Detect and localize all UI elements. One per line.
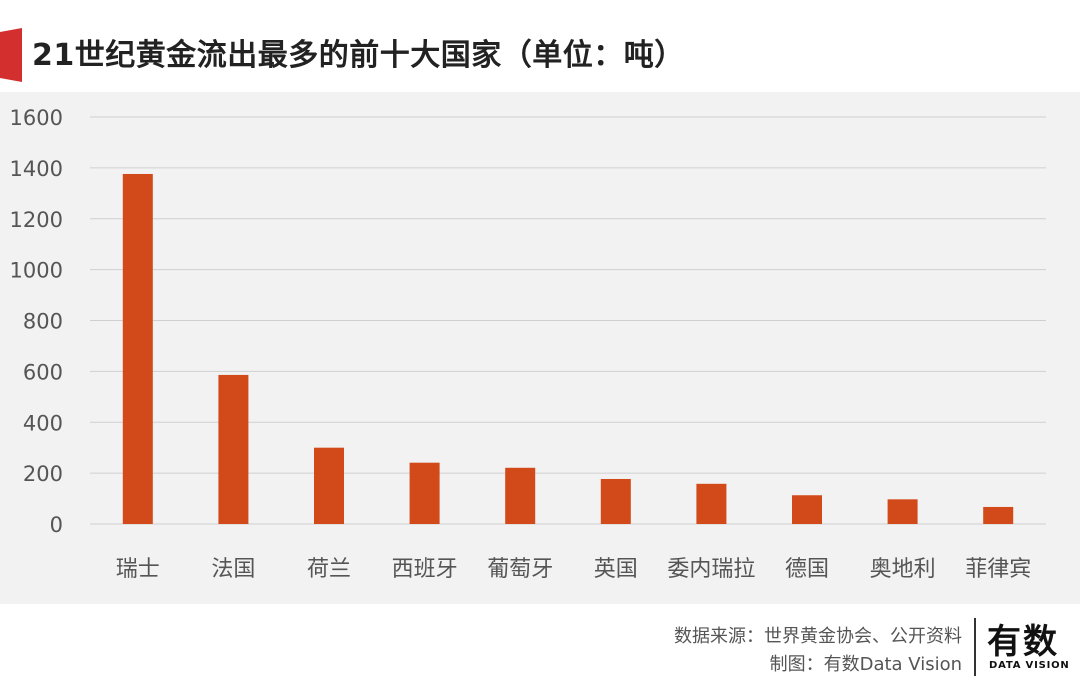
bar bbox=[505, 467, 536, 524]
logo-divider bbox=[974, 618, 976, 676]
x-tick-label: 委内瑞拉 bbox=[667, 557, 755, 582]
bar bbox=[409, 462, 440, 524]
chart-credit: 制图：有数Data Vision bbox=[769, 654, 962, 675]
y-tick-label: 1000 bbox=[10, 259, 63, 283]
bar bbox=[696, 483, 727, 524]
x-tick-label: 英国 bbox=[594, 557, 638, 582]
bar bbox=[983, 506, 1014, 524]
bar bbox=[792, 495, 822, 524]
logo-subtext: DATA VISION bbox=[989, 660, 1070, 671]
data-source: 数据来源：世界黄金协会、公开资料 bbox=[674, 626, 962, 647]
bar-chart: 0 200 400 600 800 1000 1200 1400 1600 瑞士 法国 荷兰 西班牙 葡萄… bbox=[10, 106, 1046, 582]
bar bbox=[314, 447, 344, 524]
x-tick-label: 德国 bbox=[785, 557, 829, 582]
bar bbox=[600, 478, 631, 524]
bar bbox=[887, 499, 918, 524]
footer: 数据来源：世界黄金协会、公开资料 制图：有数Data Vision 有数 DAT… bbox=[0, 604, 1080, 694]
chart-area: 0 200 400 600 800 1000 1200 1400 1600 瑞士 法国 荷兰 西班牙 葡萄… bbox=[0, 92, 1080, 604]
x-tick-label: 法国 bbox=[211, 557, 255, 582]
chart-title: 21世纪黄金流出最多的前十大国家（单位：吨） bbox=[32, 38, 685, 73]
y-tick-label: 800 bbox=[23, 310, 63, 334]
x-tick-label: 葡萄牙 bbox=[487, 557, 553, 582]
bar bbox=[218, 374, 249, 524]
x-tick-label: 西班牙 bbox=[392, 557, 458, 582]
y-tick-label: 1400 bbox=[10, 157, 63, 181]
y-tick-label: 0 bbox=[50, 513, 63, 537]
title-accent-icon bbox=[0, 28, 22, 82]
x-tick-label: 菲律宾 bbox=[965, 557, 1031, 582]
title-accent-shape bbox=[0, 28, 22, 82]
title-bar: 21世纪黄金流出最多的前十大国家（单位：吨） bbox=[0, 0, 1080, 92]
y-tick-label: 400 bbox=[23, 411, 63, 435]
logo-text: 有数 bbox=[987, 622, 1059, 662]
x-tick-label: 荷兰 bbox=[307, 557, 351, 582]
y-tick-label: 200 bbox=[23, 462, 63, 486]
bar bbox=[122, 173, 153, 524]
x-tick-label: 瑞士 bbox=[116, 557, 160, 582]
y-tick-label: 600 bbox=[23, 360, 63, 384]
y-tick-label: 1600 bbox=[10, 106, 63, 130]
y-tick-label: 1200 bbox=[10, 208, 63, 232]
x-tick-label: 奥地利 bbox=[870, 557, 936, 582]
